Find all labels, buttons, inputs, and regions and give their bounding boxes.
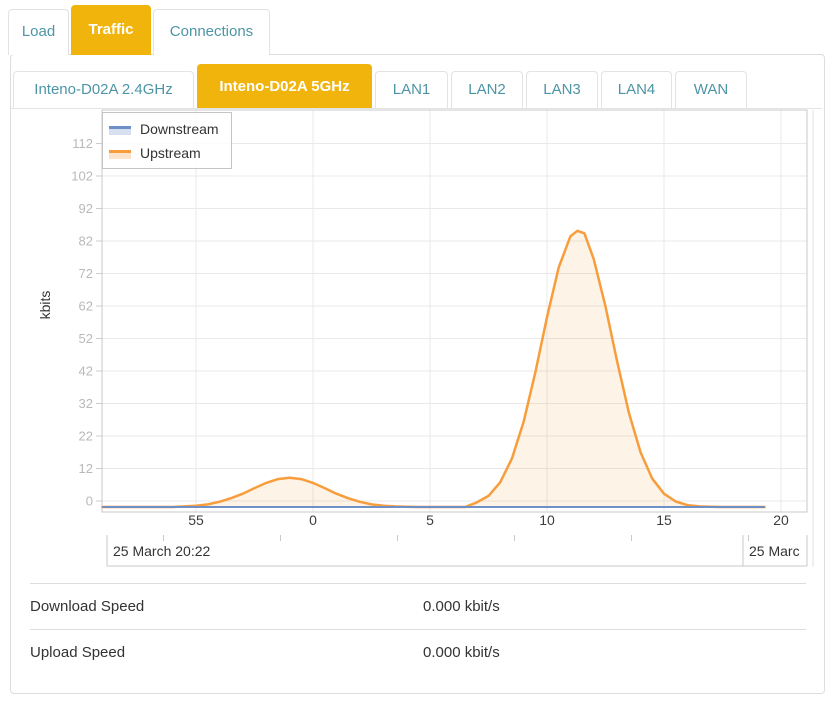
y-tick-label: 22 <box>79 429 93 444</box>
y-tick-label: 0 <box>86 494 93 509</box>
subtab-lan3[interactable]: LAN3 <box>526 71 598 108</box>
y-tick-label: 62 <box>79 299 93 314</box>
subtab-lan4[interactable]: LAN4 <box>601 71 672 108</box>
tab-connections[interactable]: Connections <box>153 9 270 55</box>
tab-traffic[interactable]: Traffic <box>71 5 151 55</box>
table-row: Download Speed 0.000 kbit/s <box>30 583 806 629</box>
legend-swatch-fill <box>109 152 131 159</box>
upstream-line <box>101 229 766 509</box>
legend-item-downstream: Downstream <box>109 118 219 139</box>
x-tick-label: 55 <box>188 512 204 528</box>
speed-value: 0.000 kbit/s <box>423 598 500 615</box>
speed-table: Download Speed 0.000 kbit/s Upload Speed… <box>30 583 806 675</box>
tab-load[interactable]: Load <box>8 9 69 55</box>
main-tab-bar: Load Traffic Connections <box>8 5 270 55</box>
y-tick-label: 32 <box>79 396 93 411</box>
subtab-wan[interactable]: WAN <box>675 71 747 108</box>
y-tick-label: 52 <box>79 331 93 346</box>
table-row: Upload Speed 0.000 kbit/s <box>30 629 806 675</box>
traffic-chart: 0 12 22 32 42 52 62 72 82 92 102 112 55 0 5 10 15 20 25 Ma… <box>71 109 814 567</box>
legend-swatch <box>109 122 131 135</box>
legend-swatch-fill <box>109 128 131 135</box>
x-tick-label: 10 <box>539 512 555 528</box>
x-tick-label: 15 <box>656 512 672 528</box>
legend-swatch-line <box>109 126 131 129</box>
interface-tab-bar: Inteno-D02A 2.4GHz Inteno-D02A 5GHz LAN1… <box>13 64 747 108</box>
chart-legend: Downstream Upstream <box>102 112 232 169</box>
subtab-divider <box>11 108 822 109</box>
y-tick-label: 102 <box>71 169 93 184</box>
subtab-inteno-d02a-24ghz[interactable]: Inteno-D02A 2.4GHz <box>13 71 194 108</box>
y-tick-label: 12 <box>79 461 93 476</box>
y-tick-label: 72 <box>79 266 93 281</box>
y-tick-label: 82 <box>79 234 93 249</box>
y-tick-label: 42 <box>79 364 93 379</box>
subtab-lan1[interactable]: LAN1 <box>375 71 448 108</box>
x-tick-label: 20 <box>773 512 789 528</box>
upstream-area <box>102 230 765 508</box>
legend-swatch <box>109 146 131 159</box>
legend-label: Downstream <box>140 120 219 137</box>
y-axis-title: kbits <box>37 290 53 320</box>
y-tick-label: 92 <box>79 201 93 216</box>
speed-value: 0.000 kbit/s <box>423 644 500 661</box>
legend-label: Upstream <box>140 144 201 161</box>
x-tick-label: 0 <box>309 512 317 528</box>
legend-swatch-line <box>109 150 131 153</box>
speed-label: Download Speed <box>30 598 145 615</box>
plot-border <box>101 109 808 513</box>
subtab-lan2[interactable]: LAN2 <box>451 71 523 108</box>
speed-label: Upload Speed <box>30 644 126 661</box>
date-label-left: 25 March 20:22 <box>113 543 210 559</box>
y-tick-label: 112 <box>72 136 93 151</box>
x-tick-label: 5 <box>426 512 434 528</box>
legend-item-upstream: Upstream <box>109 142 219 163</box>
subtab-inteno-d02a-5ghz[interactable]: Inteno-D02A 5GHz <box>197 64 372 108</box>
date-label-right: 25 Marc <box>749 543 800 559</box>
